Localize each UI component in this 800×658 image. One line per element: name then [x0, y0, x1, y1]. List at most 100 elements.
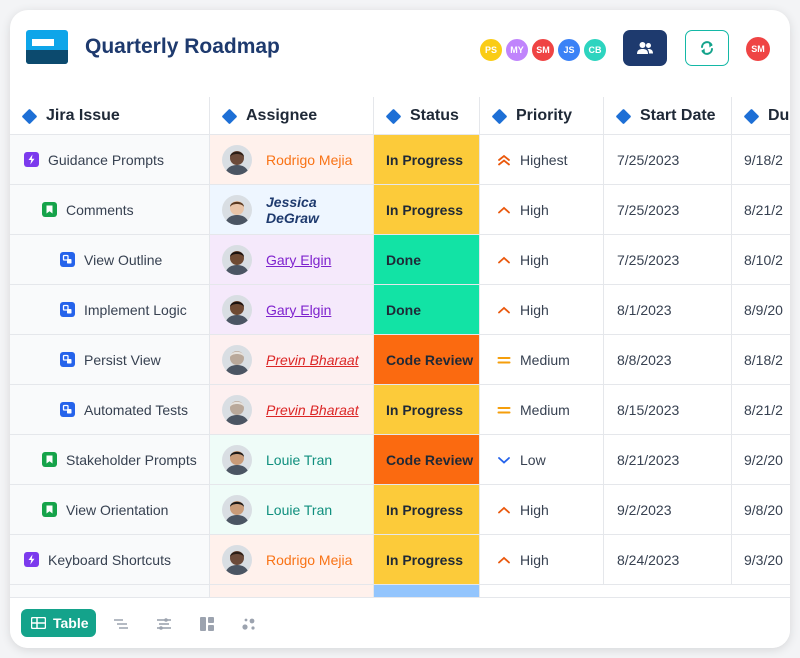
assignee-cell[interactable]: Gary Elgin	[210, 285, 374, 334]
assignee-name[interactable]: Jessica DeGraw	[266, 193, 319, 226]
due-date-value: 8/21/2	[744, 401, 783, 418]
status-cell[interactable]: In Progress	[374, 385, 480, 434]
priority-cell[interactable]: Low	[480, 435, 604, 484]
status-cell[interactable]: In Progress	[374, 135, 480, 184]
due-date-cell[interactable]: 8/10/2	[732, 235, 790, 284]
table-row[interactable]: Guidance Prompts Rodrigo Mejia In Progress…	[10, 135, 790, 185]
assignee-name[interactable]: Rodrigo Mejia	[266, 551, 353, 568]
collaborator-avatar[interactable]: SM	[531, 38, 555, 62]
priority-cell[interactable]: High	[480, 185, 604, 234]
due-date-cell[interactable]: 8/9/20	[732, 285, 790, 334]
share-users-button[interactable]	[623, 30, 667, 66]
avatar	[222, 194, 252, 225]
collaborator-avatar[interactable]: PS	[479, 38, 503, 62]
collaborator-avatar[interactable]: CB	[583, 38, 607, 62]
refresh-icon	[701, 41, 713, 55]
due-date-cell[interactable]: 9/3/20	[732, 535, 790, 584]
status-cell[interactable]: In Progress	[374, 485, 480, 534]
graph-view-icon[interactable]	[241, 616, 257, 632]
epic-type-icon	[24, 552, 39, 567]
column-header-due-date[interactable]: Du	[732, 97, 790, 135]
table-row[interactable]: Implement Logic Gary Elgin Done High 8/1/202…	[10, 285, 790, 335]
issue-cell[interactable]: Stakeholder Prompts	[10, 435, 210, 484]
assignee-cell[interactable]: Louie Tran	[210, 435, 374, 484]
table-row[interactable]: Persist View Previn Bharaat Code Review Med…	[10, 335, 790, 385]
tab-table-view[interactable]: Table	[21, 609, 96, 637]
priority-cell[interactable]: Medium	[480, 335, 604, 384]
status-cell[interactable]: Done	[374, 235, 480, 284]
status-cell[interactable]: In Progress	[374, 535, 480, 584]
due-date-cell[interactable]: 9/8/20	[732, 485, 790, 534]
issue-cell[interactable]: Implement Logic	[10, 285, 210, 334]
column-header-priority[interactable]: Priority	[480, 97, 604, 135]
status-cell[interactable]: Done	[374, 285, 480, 334]
status-value: Code Review	[386, 451, 474, 468]
column-header-jira-issue[interactable]: Jira Issue	[10, 97, 210, 135]
due-date-cell[interactable]: 8/18/2	[732, 335, 790, 384]
start-date-cell[interactable]: 7/25/2023	[604, 135, 732, 184]
start-date-cell[interactable]: 7/25/2023	[604, 235, 732, 284]
refresh-button[interactable]	[685, 30, 729, 66]
table-row[interactable]: View Outline Gary Elgin Done High 7/25/2023 8…	[10, 235, 790, 285]
column-header-start-date[interactable]: Start Date	[604, 97, 732, 135]
table-row[interactable]: View Orientation Louie Tran In Progress Hig…	[10, 485, 790, 535]
assignee-name[interactable]: Rodrigo Mejia	[266, 151, 353, 168]
table-row[interactable]: Automated Tests Previn Bharaat In Progress…	[10, 385, 790, 435]
status-cell[interactable]: In Progress	[374, 185, 480, 234]
assignee-cell[interactable]: Jessica DeGraw	[210, 185, 374, 234]
due-date-cell[interactable]: 9/2/20	[732, 435, 790, 484]
priority-cell[interactable]: High	[480, 285, 604, 334]
status-value: Done	[386, 301, 421, 318]
priority-cell[interactable]: High	[480, 485, 604, 534]
priority-cell[interactable]: High	[480, 235, 604, 284]
due-date-cell[interactable]: 8/21/2	[732, 185, 790, 234]
priority-cell[interactable]: High	[480, 535, 604, 584]
assignee-cell[interactable]: Rodrigo Mejia	[210, 535, 374, 584]
issue-cell[interactable]: Comments	[10, 185, 210, 234]
column-header-status[interactable]: Status	[374, 97, 480, 135]
assignee-name[interactable]: Gary Elgin	[266, 251, 332, 268]
priority-value: High	[520, 551, 549, 568]
issue-cell[interactable]: View Orientation	[10, 485, 210, 534]
filter-view-icon[interactable]	[156, 616, 172, 632]
assignee-cell[interactable]: Previn Bharaat	[210, 385, 374, 434]
issue-cell[interactable]: Persist View	[10, 335, 210, 384]
start-date-cell[interactable]: 8/24/2023	[604, 535, 732, 584]
assignee-cell[interactable]: Previn Bharaat	[210, 335, 374, 384]
issue-cell[interactable]: Keyboard Shortcuts	[10, 535, 210, 584]
status-value: In Progress	[386, 401, 464, 418]
table-row[interactable]: Stakeholder Prompts Louie Tran Code Review…	[10, 435, 790, 485]
status-cell[interactable]: Code Review	[374, 335, 480, 384]
priority-cell[interactable]: Medium	[480, 385, 604, 434]
status-cell[interactable]: Code Review	[374, 435, 480, 484]
assignee-name[interactable]: Louie Tran	[266, 451, 333, 468]
collaborator-avatar[interactable]: JS	[557, 38, 581, 62]
board-view-icon[interactable]	[199, 616, 215, 632]
assignee-name[interactable]: Previn Bharaat	[266, 401, 359, 418]
issue-cell[interactable]: Automated Tests	[10, 385, 210, 434]
table-row[interactable]: Keyboard Shortcuts Rodrigo Mejia In Progre…	[10, 535, 790, 585]
due-date-cell[interactable]: 9/18/2	[732, 135, 790, 184]
assignee-name[interactable]: Previn Bharaat	[266, 351, 359, 368]
assignee-cell[interactable]: Rodrigo Mejia	[210, 135, 374, 184]
assignee-name[interactable]: Louie Tran	[266, 501, 333, 518]
table-row[interactable]: Comments Jessica DeGraw In Progress High 7/2…	[10, 185, 790, 235]
issue-cell[interactable]: View Outline	[10, 235, 210, 284]
start-date-value: 7/25/2023	[617, 151, 680, 168]
column-header-assignee[interactable]: Assignee	[210, 97, 374, 135]
assignee-cell[interactable]: Gary Elgin	[210, 235, 374, 284]
collaborator-avatar[interactable]: MY	[505, 38, 529, 62]
current-user-avatar[interactable]: SM	[746, 37, 770, 61]
priority-cell[interactable]: Highest	[480, 135, 604, 184]
start-date-cell[interactable]: 8/1/2023	[604, 285, 732, 334]
start-date-cell[interactable]: 8/21/2023	[604, 435, 732, 484]
issue-cell[interactable]: Guidance Prompts	[10, 135, 210, 184]
assignee-cell[interactable]: Louie Tran	[210, 485, 374, 534]
outline-view-icon[interactable]	[113, 616, 129, 632]
start-date-cell[interactable]: 8/8/2023	[604, 335, 732, 384]
start-date-cell[interactable]: 8/15/2023	[604, 385, 732, 434]
start-date-cell[interactable]: 7/25/2023	[604, 185, 732, 234]
due-date-cell[interactable]: 8/21/2	[732, 385, 790, 434]
assignee-name[interactable]: Gary Elgin	[266, 301, 332, 318]
start-date-cell[interactable]: 9/2/2023	[604, 485, 732, 534]
